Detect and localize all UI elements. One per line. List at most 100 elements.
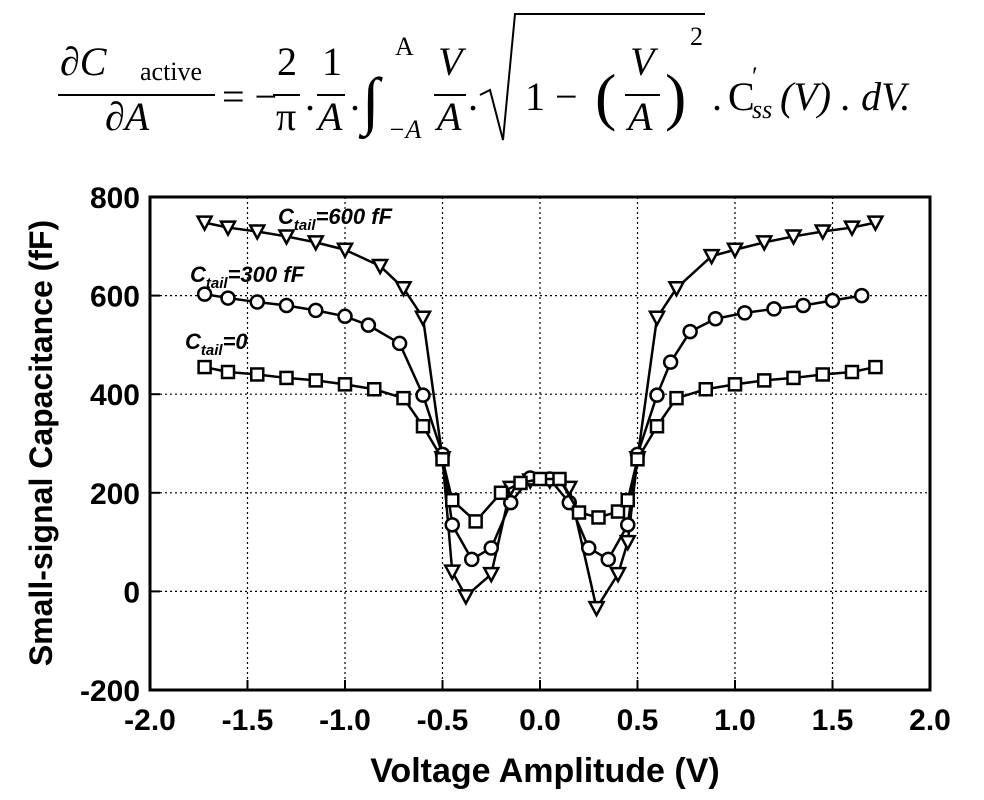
- marker: [844, 364, 860, 380]
- marker: [367, 382, 382, 397]
- annotation-part: C: [185, 329, 202, 354]
- marker: [220, 290, 236, 306]
- x-tick-label: 0.0: [519, 704, 561, 737]
- marker: [725, 242, 745, 260]
- marker: [456, 589, 475, 606]
- marker: [306, 235, 325, 252]
- plot-frame: [148, 195, 932, 692]
- marker: [396, 390, 411, 406]
- marker: [394, 280, 413, 298]
- marker: [620, 492, 635, 508]
- marker: [277, 229, 296, 247]
- eq-text: 1 −: [525, 74, 578, 119]
- marker: [482, 566, 501, 584]
- marker: [707, 311, 724, 327]
- marker: [608, 566, 628, 584]
- marker: [591, 510, 606, 525]
- x-tick-label: 2.0: [909, 704, 951, 737]
- marker: [854, 287, 870, 304]
- marker: [413, 310, 433, 328]
- eq-text: active: [140, 57, 202, 86]
- marker: [468, 514, 483, 529]
- marker: [667, 280, 686, 298]
- annotation: Ctail=0: [185, 329, 248, 359]
- marker: [587, 600, 606, 618]
- marker: [218, 220, 238, 238]
- marker: [662, 354, 679, 370]
- marker: [532, 471, 548, 487]
- eq-text: ): [665, 61, 686, 132]
- x-tick-label: -1.5: [222, 704, 274, 737]
- marker: [702, 248, 721, 266]
- eq-text: .: [305, 74, 315, 119]
- sqrt-sign: [479, 13, 705, 141]
- eq-text: = −: [222, 74, 277, 119]
- marker: [618, 534, 637, 552]
- marker: [571, 505, 587, 520]
- marker: [371, 258, 390, 276]
- x-tick-label: -0.5: [417, 704, 469, 737]
- marker: [415, 387, 431, 403]
- marker: [815, 367, 830, 382]
- marker: [308, 302, 324, 319]
- eq-text: (V) . dV.: [780, 74, 910, 119]
- x-tick-label: -2.0: [124, 704, 176, 737]
- eq-text: C: [728, 74, 755, 119]
- x-tick-label: 1.5: [812, 704, 854, 737]
- annotation-part: tail: [206, 275, 229, 292]
- annotation-part: =300 fF: [228, 262, 305, 287]
- marker: [444, 517, 460, 533]
- marker: [279, 370, 294, 386]
- marker: [669, 390, 684, 406]
- marker: [842, 220, 862, 238]
- eq-text: ∂A: [105, 94, 150, 139]
- marker: [249, 294, 265, 310]
- eq-text: ss: [752, 95, 772, 124]
- marker: [220, 364, 236, 380]
- marker: [647, 310, 667, 328]
- marker: [337, 377, 353, 392]
- marker: [682, 323, 698, 340]
- marker: [483, 540, 499, 556]
- annotation-part: C: [278, 204, 295, 229]
- marker: [866, 215, 885, 233]
- marker: [464, 551, 480, 568]
- eq-text: 2: [690, 22, 703, 51]
- marker: [513, 475, 528, 491]
- annotation-part: =600 fF: [316, 204, 393, 229]
- eq-text: π: [276, 94, 296, 139]
- x-axis-label: Voltage Amplitude (V): [370, 752, 719, 790]
- y-tick-label: 200: [90, 478, 140, 511]
- marker: [600, 551, 616, 568]
- marker: [610, 504, 626, 519]
- annotation-part: =0: [223, 329, 249, 354]
- eq-text: (: [595, 61, 616, 132]
- x-tick-label: -1.0: [319, 704, 371, 737]
- marker: [197, 359, 212, 375]
- x-tick-label: 0.5: [617, 704, 659, 737]
- eq-text: A: [315, 94, 343, 139]
- marker: [360, 317, 377, 333]
- y-tick-label: -200: [80, 675, 140, 708]
- equation: ∂C active ∂A = − 2 π . 1 A . ∫ A −A V A …: [58, 13, 910, 144]
- marker: [766, 301, 782, 317]
- marker: [415, 418, 431, 434]
- marker: [493, 485, 509, 501]
- marker: [649, 387, 665, 403]
- y-tick-label: 600: [90, 281, 140, 314]
- marker: [649, 418, 665, 434]
- eq-text: .: [350, 74, 360, 119]
- eq-text: ′: [752, 62, 758, 91]
- eq-text: 1: [322, 39, 342, 84]
- marker: [196, 286, 213, 302]
- marker: [308, 373, 323, 388]
- series-line: [204, 292, 862, 561]
- x-tick-label: 1.0: [714, 704, 756, 737]
- marker: [824, 292, 841, 309]
- marker: [795, 297, 811, 314]
- marker: [250, 367, 265, 382]
- eq-text: V: [438, 39, 467, 84]
- annotation: Ctail=300 fF: [190, 262, 305, 292]
- eq-text: −A: [388, 115, 422, 144]
